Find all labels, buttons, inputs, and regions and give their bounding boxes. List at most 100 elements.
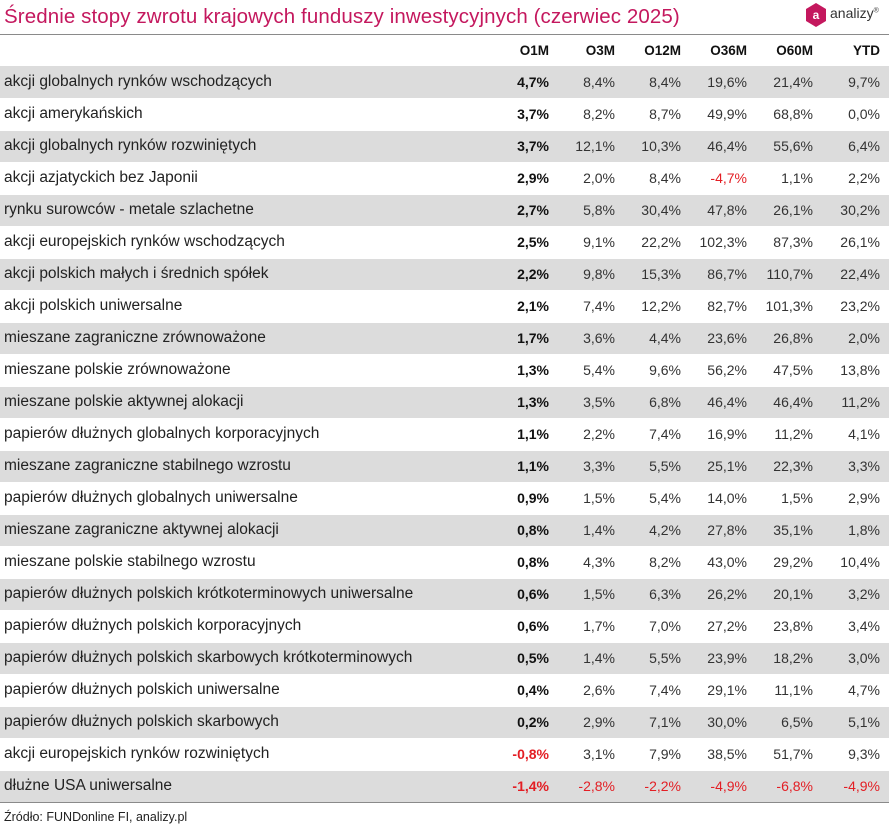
fund-category-name: papierów dłużnych globalnych uniwersalne <box>0 482 493 515</box>
cell-o36m: 14,0% <box>690 482 756 515</box>
fund-category-name: akcji polskich małych i średnich spółek <box>0 258 493 291</box>
cell-o3m: 1,5% <box>558 482 624 515</box>
cell-o12m: 7,1% <box>624 706 690 739</box>
cell-o60m: 21,4% <box>756 66 822 99</box>
cell-o36m: 23,9% <box>690 642 756 675</box>
fund-category-name: mieszane polskie zrównoważone <box>0 354 493 387</box>
cell-o60m: 20,1% <box>756 578 822 611</box>
cell-o60m: 29,2% <box>756 546 822 579</box>
cell-o36m: 38,5% <box>690 738 756 771</box>
cell-o1m: 3,7% <box>493 130 558 163</box>
cell-o36m: 30,0% <box>690 706 756 739</box>
cell-o36m: 23,6% <box>690 322 756 355</box>
cell-o12m: 8,2% <box>624 546 690 579</box>
cell-o12m: 6,3% <box>624 578 690 611</box>
cell-o60m: 87,3% <box>756 226 822 259</box>
cell-o3m: 2,9% <box>558 706 624 739</box>
cell-o12m: -2,2% <box>624 770 690 803</box>
cell-o36m: -4,9% <box>690 770 756 803</box>
cell-o36m: 26,2% <box>690 578 756 611</box>
cell-ytd: 4,7% <box>822 674 889 707</box>
analizy-logo-icon: a <box>806 3 826 27</box>
cell-o60m: 1,1% <box>756 162 822 195</box>
cell-o12m: 6,8% <box>624 386 690 419</box>
cell-ytd: 23,2% <box>822 290 889 323</box>
cell-o36m: 29,1% <box>690 674 756 707</box>
table-row: papierów dłużnych polskich krótkotermino… <box>0 578 889 611</box>
cell-o60m: 11,1% <box>756 674 822 707</box>
cell-o1m: 0,6% <box>493 610 558 643</box>
fund-category-name: akcji globalnych rynków wschodzących <box>0 66 493 99</box>
table-row: papierów dłużnych polskich skarbowych kr… <box>0 642 889 675</box>
fund-category-name: dłużne USA uniwersalne <box>0 770 493 803</box>
fund-category-name: papierów dłużnych polskich skarbowych kr… <box>0 642 493 675</box>
column-header-o36m: O36M <box>710 43 747 58</box>
cell-o3m: 9,8% <box>558 258 624 291</box>
page-title: Średnie stopy zwrotu krajowych funduszy … <box>4 5 680 28</box>
cell-o12m: 15,3% <box>624 258 690 291</box>
cell-o36m: 86,7% <box>690 258 756 291</box>
table-row: mieszane polskie stabilnego wzrostu 0,8% 4… <box>0 546 889 579</box>
cell-o3m: 2,0% <box>558 162 624 195</box>
cell-o36m: 19,6% <box>690 66 756 99</box>
table-row: papierów dłużnych polskich skarbowych 0,2… <box>0 706 889 739</box>
cell-o1m: 0,5% <box>493 642 558 675</box>
cell-o1m: -0,8% <box>493 738 558 771</box>
cell-o12m: 7,0% <box>624 610 690 643</box>
cell-o12m: 8,4% <box>624 162 690 195</box>
cell-o60m: 22,3% <box>756 450 822 483</box>
cell-o3m: 1,7% <box>558 610 624 643</box>
cell-o12m: 30,4% <box>624 194 690 227</box>
cell-o12m: 7,4% <box>624 418 690 451</box>
cell-o12m: 7,4% <box>624 674 690 707</box>
cell-o36m: 27,2% <box>690 610 756 643</box>
cell-ytd: 3,2% <box>822 578 889 611</box>
table-row: papierów dłużnych polskich korporacyjnyc… <box>0 610 889 643</box>
table-row: papierów dłużnych globalnych uniwersalne… <box>0 482 889 515</box>
cell-ytd: 26,1% <box>822 226 889 259</box>
table-header-row: O1M O3M O12M O36M O60M YTD <box>0 35 889 66</box>
table-row: akcji polskich małych i średnich spółek 2… <box>0 258 889 291</box>
cell-o1m: 0,8% <box>493 546 558 579</box>
cell-o1m: 2,2% <box>493 258 558 291</box>
cell-o36m: 46,4% <box>690 386 756 419</box>
cell-o60m: 68,8% <box>756 98 822 131</box>
cell-o1m: 0,4% <box>493 674 558 707</box>
cell-o36m: 82,7% <box>690 290 756 323</box>
cell-o3m: 3,5% <box>558 386 624 419</box>
cell-o36m: 49,9% <box>690 98 756 131</box>
table-row: akcji globalnych rynków rozwiniętych 3,7%… <box>0 130 889 163</box>
cell-o3m: 7,4% <box>558 290 624 323</box>
table-row: akcji amerykańskich 3,7% 8,2% 8,7% 49,9% 68,8… <box>0 98 889 131</box>
cell-o36m: 46,4% <box>690 130 756 163</box>
fund-category-name: akcji polskich uniwersalne <box>0 290 493 323</box>
table-row: mieszane zagraniczne stabilnego wzrostu 1… <box>0 450 889 483</box>
fund-category-name: mieszane polskie aktywnej alokacji <box>0 386 493 419</box>
cell-o12m: 5,5% <box>624 642 690 675</box>
fund-category-name: papierów dłużnych globalnych korporacyjn… <box>0 418 493 451</box>
cell-o60m: -6,8% <box>756 770 822 803</box>
cell-o3m: 5,4% <box>558 354 624 387</box>
cell-o3m: 2,2% <box>558 418 624 451</box>
cell-ytd: 3,0% <box>822 642 889 675</box>
cell-o36m: 16,9% <box>690 418 756 451</box>
cell-o60m: 101,3% <box>756 290 822 323</box>
cell-o3m: 8,4% <box>558 66 624 99</box>
cell-o60m: 18,2% <box>756 642 822 675</box>
returns-table: O1M O3M O12M O36M O60M YTD akcji globalnych r… <box>0 35 889 803</box>
cell-o3m: 2,6% <box>558 674 624 707</box>
column-header-o60m: O60M <box>776 43 813 58</box>
table-row: mieszane zagraniczne zrównoważone 1,7% 3,6… <box>0 322 889 355</box>
fund-category-name: mieszane zagraniczne aktywnej alokacji <box>0 514 493 547</box>
cell-o3m: 5,8% <box>558 194 624 227</box>
table-row: rynku surowców - metale szlachetne 2,7% 5,… <box>0 194 889 227</box>
table-row: papierów dłużnych globalnych korporacyjn… <box>0 418 889 451</box>
fund-category-name: papierów dłużnych polskich uniwersalne <box>0 674 493 707</box>
cell-ytd: 3,3% <box>822 450 889 483</box>
fund-category-name: mieszane zagraniczne stabilnego wzrostu <box>0 450 493 483</box>
cell-o36m: -4,7% <box>690 162 756 195</box>
cell-o12m: 8,7% <box>624 98 690 131</box>
cell-o12m: 9,6% <box>624 354 690 387</box>
table-row: akcji globalnych rynków wschodzących 4,7%… <box>0 66 889 99</box>
cell-o3m: 8,2% <box>558 98 624 131</box>
